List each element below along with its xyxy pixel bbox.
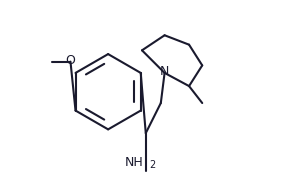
Text: NH: NH [125,156,144,169]
Text: 2: 2 [150,160,156,170]
Text: O: O [66,54,76,67]
Text: N: N [160,66,169,79]
